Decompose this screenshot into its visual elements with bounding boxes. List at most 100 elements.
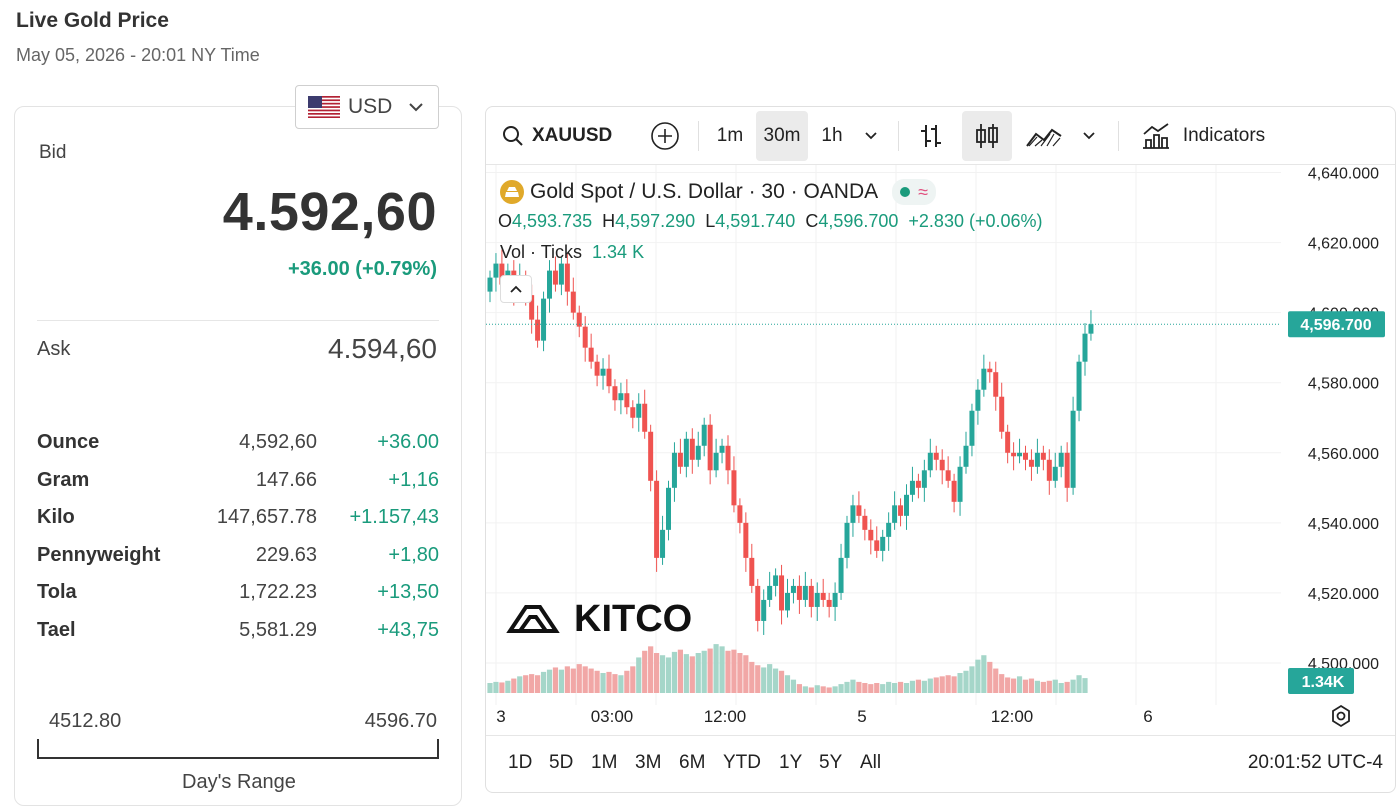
volume-bar [665, 657, 672, 693]
candle-body [796, 585, 802, 600]
volume-bar [868, 684, 874, 693]
symbol-search[interactable]: XAUUSD [498, 111, 616, 161]
range-6m[interactable]: 6M [679, 752, 706, 773]
volume-bar [1022, 679, 1029, 693]
volume-bar [558, 669, 564, 693]
range-5d[interactable]: 5D [549, 752, 574, 773]
candle-body [695, 445, 701, 460]
y-tick-label: 4,580.000 [1308, 376, 1379, 393]
candle-body [832, 592, 838, 607]
candle-body [541, 298, 547, 341]
price-chart[interactable]: KITCO4,640.0004,620.0004,600.0004,580.00… [486, 165, 1396, 735]
interval-1m[interactable]: 1m [716, 125, 744, 146]
volume-bar [1058, 683, 1064, 693]
unit-name: Tael [37, 619, 76, 641]
candle-body [547, 270, 552, 299]
volume-bar [1046, 680, 1052, 693]
close-label: C [805, 211, 819, 231]
range-1y[interactable]: 1Y [779, 752, 803, 773]
candle-body [1005, 431, 1011, 453]
candle-body [666, 487, 671, 530]
range-1d[interactable]: 1D [508, 752, 533, 773]
ask-value: 4.594,60 [328, 333, 437, 364]
volume-bar [862, 683, 868, 693]
volume-bar [975, 659, 981, 693]
unit-name: Gram [37, 469, 90, 491]
candle-body [689, 438, 695, 460]
volume-bar [642, 650, 648, 693]
candle-body [951, 480, 957, 502]
volume-bar [826, 687, 832, 693]
x-tick-label: 12:00 [704, 707, 747, 726]
volume-bar [1040, 681, 1046, 693]
chart-widget: XAUUSD 1m 30m 1h Indicators KITCO 4,64 [485, 106, 1396, 793]
y-tick-label: 4,520.000 [1308, 586, 1379, 603]
candle-body [487, 277, 493, 292]
volume-bar [778, 670, 785, 693]
volume-bar [707, 648, 713, 693]
range-bar [37, 739, 439, 759]
y-tick-label: 4,640.000 [1308, 166, 1379, 183]
candle-body [713, 452, 719, 471]
ohlc-legend: O4,593.735 H4,597.290 L4,591.740 C4,596.… [498, 211, 1043, 232]
collapse-legend-button[interactable] [500, 275, 532, 303]
range-3m[interactable]: 3M [635, 752, 662, 773]
candle-body [654, 480, 660, 558]
volume-bar [802, 686, 808, 693]
volume-value: 1.34 K [592, 242, 645, 262]
volume-bar [1076, 675, 1082, 693]
candle-body [552, 270, 558, 285]
candle-body [892, 505, 898, 523]
volume-bar [1005, 677, 1011, 693]
candle-body [820, 592, 826, 600]
interval-dropdown[interactable] [856, 111, 886, 161]
range-5y[interactable]: 5Y [819, 752, 843, 773]
page-title: Live Gold Price [16, 9, 169, 32]
candle-body [993, 372, 999, 397]
chart-clock: 20:01:52 UTC-4 [1247, 752, 1383, 773]
volume-bar [761, 667, 767, 693]
price-panel: Bid 4.592,60 +36.00 (+0.79%) Ask 4.594,6… [14, 106, 462, 806]
approx-icon: ≈ [918, 181, 929, 202]
candle-body [1017, 452, 1023, 457]
market-open-icon [900, 187, 911, 197]
candle-body [648, 431, 654, 481]
volume-bar [719, 646, 725, 693]
volume-bar [993, 668, 999, 693]
volume-bar [909, 680, 916, 693]
range-ytd[interactable]: YTD [723, 752, 761, 773]
y-tick-label: 4,560.000 [1308, 446, 1379, 463]
bar-chart-type-button[interactable] [910, 111, 952, 161]
volume-bar [1064, 681, 1070, 693]
x-tick-label: 6 [1143, 707, 1152, 726]
range-all[interactable]: All [860, 752, 882, 773]
area-chart-type-button[interactable] [1022, 111, 1066, 161]
chevron-down-icon [1083, 132, 1095, 140]
compare-button[interactable] [645, 111, 685, 161]
unit-change: +1,80 [388, 544, 439, 566]
range-1m[interactable]: 1M [591, 752, 618, 773]
interval-30m[interactable]: 30m [756, 111, 808, 161]
open-value: 4,593.735 [512, 211, 593, 231]
candle-body [618, 393, 624, 401]
candles-chart-type-button[interactable] [962, 111, 1012, 161]
volume-bar [529, 674, 535, 693]
currency-dropdown[interactable]: USD [295, 85, 439, 129]
volume-bar [951, 676, 957, 693]
close-value: 4,596.700 [818, 211, 899, 231]
interval-1h[interactable]: 1h [821, 125, 843, 146]
volume-bar [564, 666, 570, 693]
candle-body [594, 361, 600, 376]
volume-bar [939, 676, 945, 693]
volume-bar [683, 654, 689, 693]
candle-body [612, 386, 618, 401]
candle-body [880, 536, 886, 551]
candle-body [862, 515, 868, 530]
candle-body [898, 505, 904, 516]
volume-bar [1034, 680, 1040, 693]
chart-type-dropdown[interactable] [1074, 111, 1104, 161]
volume-bar [493, 681, 499, 693]
indicators-button[interactable]: Indicators [1130, 111, 1276, 161]
volume-bar [535, 675, 541, 693]
candle-body [933, 452, 939, 460]
